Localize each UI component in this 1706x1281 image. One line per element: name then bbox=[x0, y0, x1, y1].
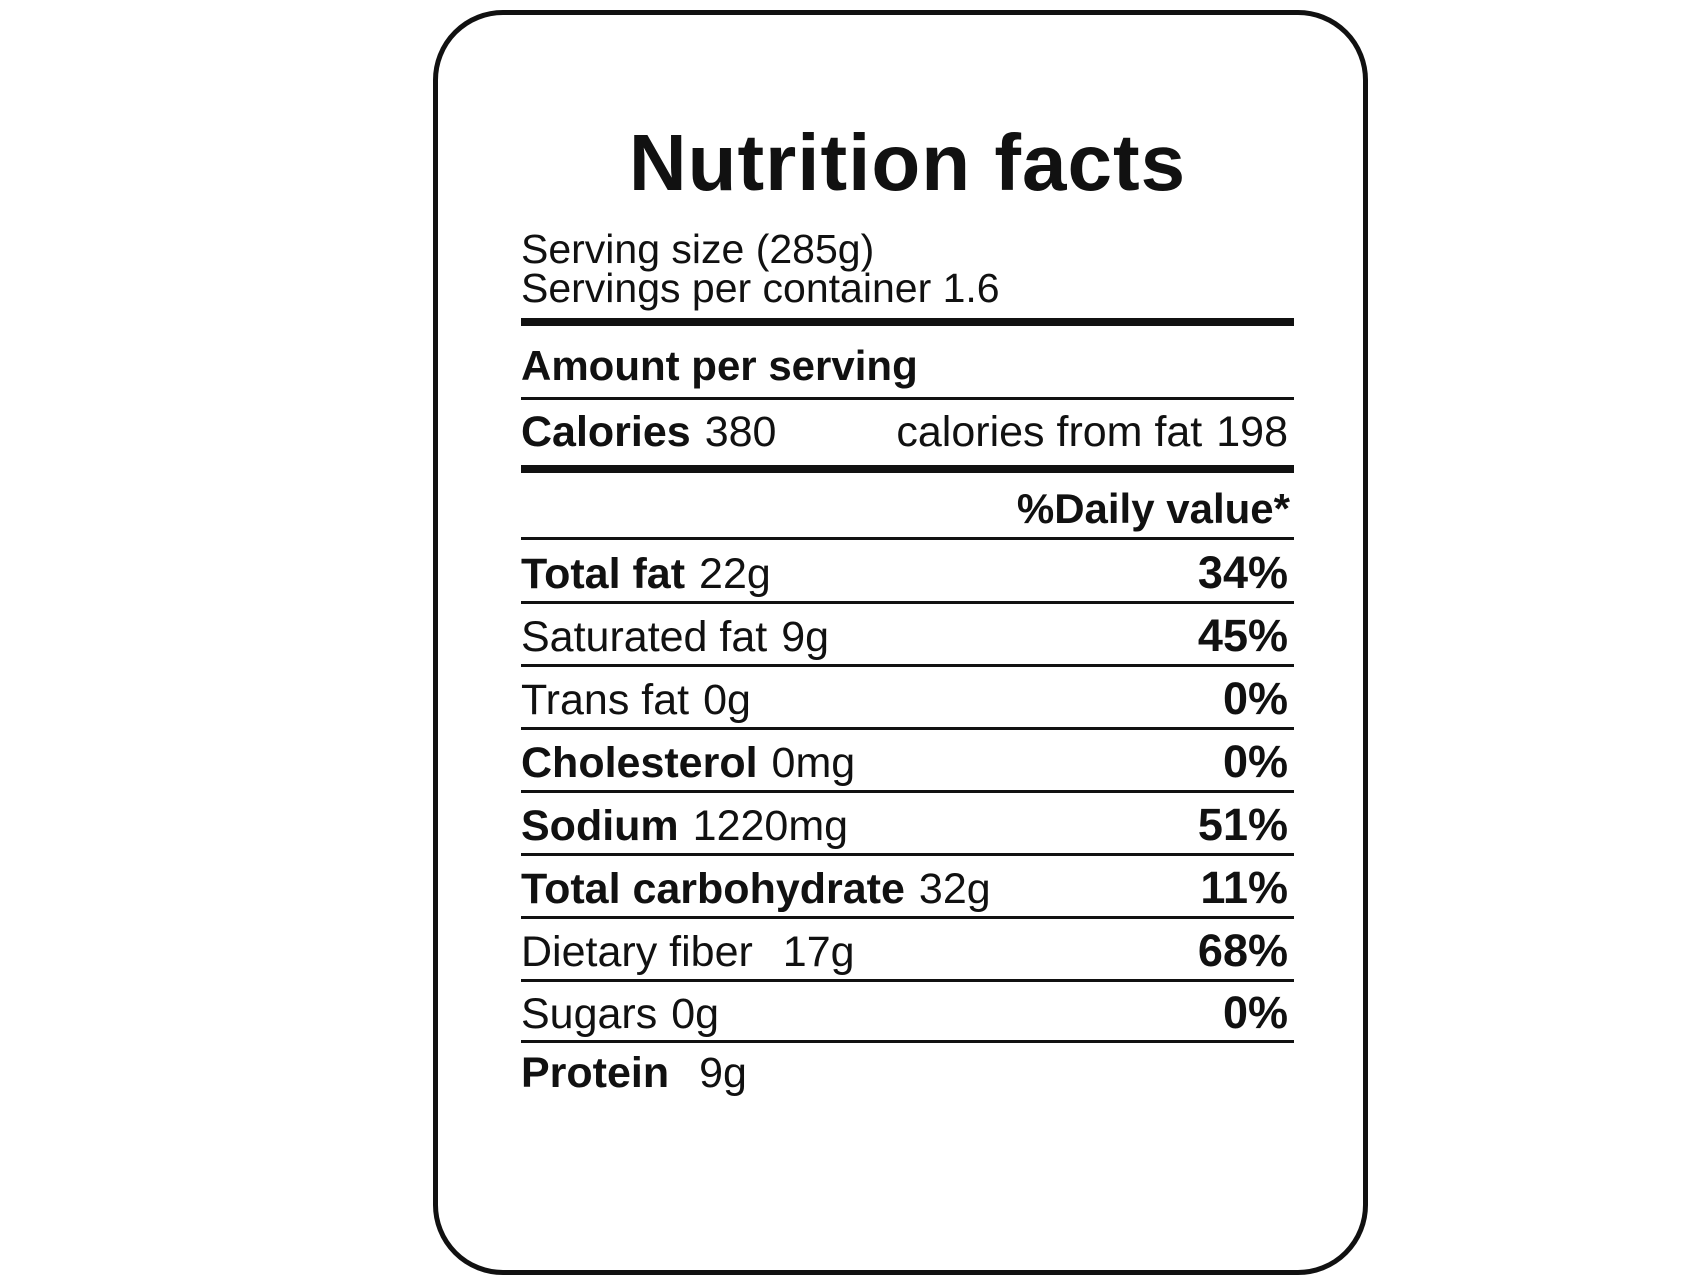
amount-per-serving: Amount per serving bbox=[521, 342, 918, 389]
nutrition-label: Nutrition facts Serving size (285g) Serv… bbox=[433, 10, 1368, 1275]
nutrient-label: Total fat bbox=[521, 550, 686, 598]
nutrient-label: Sugars bbox=[521, 990, 658, 1038]
divider bbox=[521, 1040, 1294, 1043]
divider bbox=[521, 727, 1294, 730]
divider bbox=[521, 537, 1294, 540]
servings-per-container: Servings per container 1.6 bbox=[521, 265, 1000, 311]
nutrient-label: Cholesterol bbox=[521, 739, 758, 787]
nutrient-label: Trans fat bbox=[521, 676, 690, 724]
daily-value-header: %Daily value* bbox=[1016, 485, 1290, 532]
nutrient-row-sodium: Sodium 1220mg 51% bbox=[521, 802, 1294, 848]
nutrient-label: Protein bbox=[521, 1049, 670, 1097]
nutrient-row-total-carbohydrate: Total carbohydrate 32g 11% bbox=[521, 865, 1294, 911]
nutrient-amount: 22g bbox=[699, 550, 771, 598]
divider bbox=[521, 916, 1294, 919]
divider-thick bbox=[521, 318, 1294, 326]
nutrient-label: Dietary fiber bbox=[521, 928, 753, 976]
nutrient-amount: 0mg bbox=[771, 739, 856, 787]
calories-row: Calories 380 calories from fat 198 bbox=[521, 411, 1294, 454]
divider bbox=[521, 664, 1294, 667]
nutrient-amount: 1220mg bbox=[692, 802, 849, 850]
divider-thick bbox=[521, 465, 1294, 473]
nutrient-label: Saturated fat bbox=[521, 613, 768, 661]
nutrient-dv: 68% bbox=[1197, 925, 1288, 976]
nutrient-dv: 51% bbox=[1197, 799, 1288, 850]
divider bbox=[521, 979, 1294, 982]
nutrient-row-protein: Protein 9g bbox=[521, 1052, 1294, 1095]
calories-value: 380 bbox=[704, 408, 777, 456]
nutrient-label: Total carbohydrate bbox=[521, 865, 905, 913]
nutrient-amount: 9g bbox=[781, 613, 830, 661]
nutrient-dv: 34% bbox=[1197, 547, 1288, 598]
divider bbox=[521, 790, 1294, 793]
nutrient-amount: 17g bbox=[782, 928, 855, 976]
divider bbox=[521, 601, 1294, 604]
nutrient-label: Sodium bbox=[521, 802, 679, 850]
nutrient-row-sugars: Sugars 0g 0% bbox=[521, 990, 1294, 1036]
divider bbox=[521, 853, 1294, 856]
nutrient-row-dietary-fiber: Dietary fiber 17g 68% bbox=[521, 928, 1294, 974]
calories-label: Calories bbox=[521, 408, 691, 456]
nutrient-amount: 9g bbox=[699, 1049, 747, 1097]
nutrient-dv: 11% bbox=[1200, 862, 1288, 913]
nutrient-dv: 0% bbox=[1222, 736, 1288, 787]
nutrient-row-trans-fat: Trans fat 0g 0% bbox=[521, 676, 1294, 722]
nutrient-row-cholesterol: Cholesterol 0mg 0% bbox=[521, 739, 1294, 785]
nutrient-row-total-fat: Total fat 22g 34% bbox=[521, 550, 1294, 596]
nutrient-amount: 0g bbox=[671, 990, 720, 1038]
divider bbox=[521, 397, 1294, 400]
nutrient-row-saturated-fat: Saturated fat 9g 45% bbox=[521, 613, 1294, 659]
serving-size: Serving size (285g) bbox=[521, 226, 875, 272]
label-title: Nutrition facts bbox=[628, 118, 1187, 207]
calories-from-fat-value: 198 bbox=[1216, 408, 1288, 456]
daily-value-header-row: %Daily value* bbox=[521, 488, 1294, 530]
nutrient-dv: 0% bbox=[1222, 987, 1288, 1038]
calories-from-fat-label: calories from fat bbox=[896, 408, 1203, 456]
nutrient-amount: 32g bbox=[918, 865, 991, 913]
nutrient-amount: 0g bbox=[703, 676, 751, 724]
nutrient-dv: 0% bbox=[1222, 673, 1288, 724]
nutrient-dv: 45% bbox=[1197, 610, 1288, 661]
